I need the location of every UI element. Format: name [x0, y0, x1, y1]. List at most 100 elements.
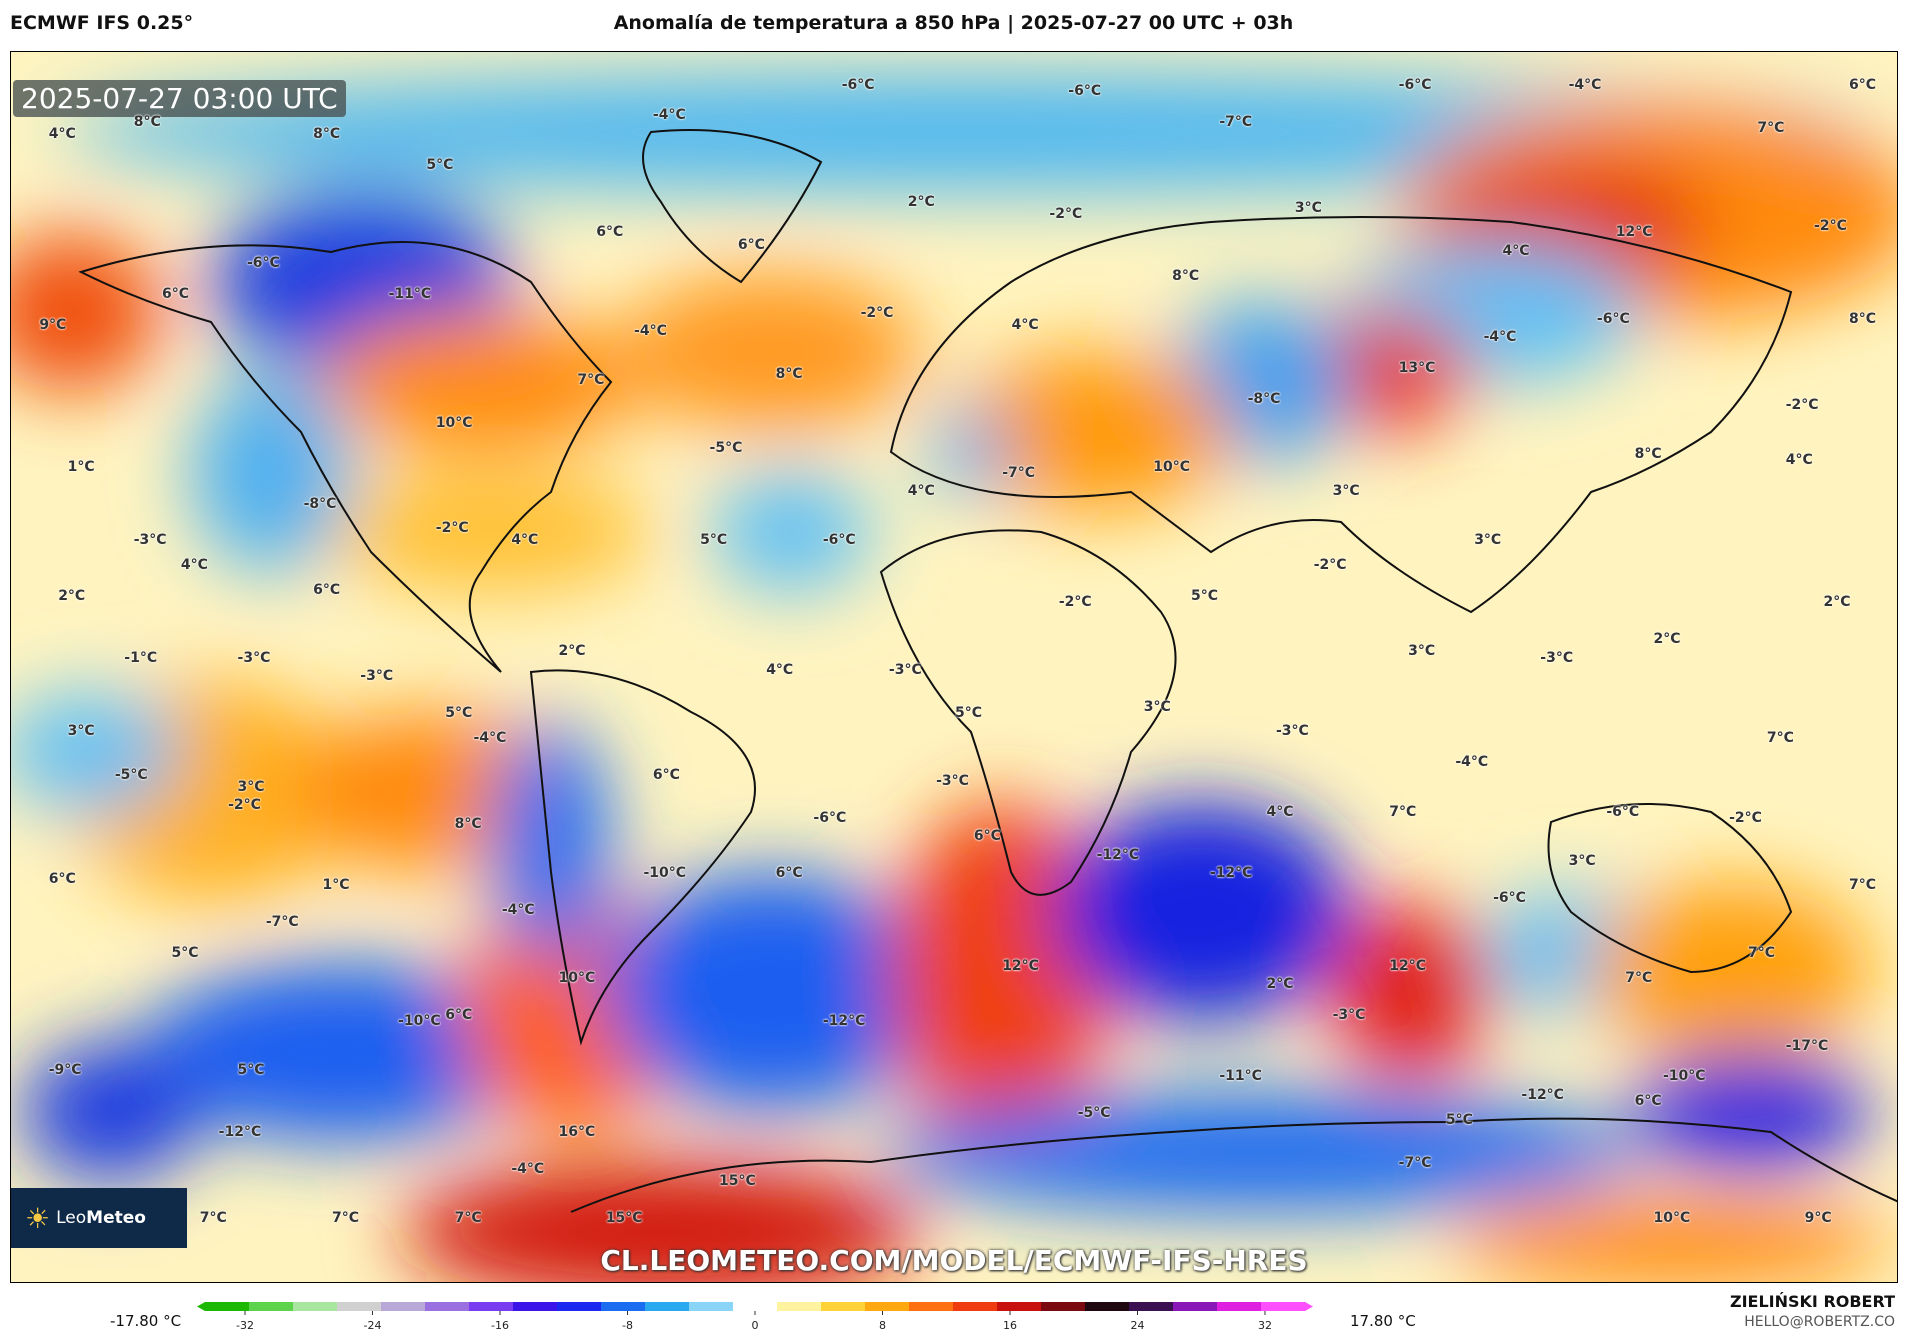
coastline-north-america — [78, 241, 613, 673]
temperature-label: 2°C — [1266, 976, 1294, 992]
coastline-africa — [879, 529, 1177, 896]
colorbar-swatch — [381, 1302, 426, 1311]
colorbar-tick-label: 24 — [1131, 1319, 1145, 1332]
temperature-label: 8°C — [1849, 310, 1877, 327]
temperature-label: 9°C — [1804, 1210, 1832, 1227]
colorbar-swatch — [1173, 1302, 1218, 1311]
temperature-label: 12°C — [1615, 224, 1653, 241]
temperature-label: 15°C — [719, 1173, 756, 1190]
temperature-label: 6°C — [1849, 76, 1877, 93]
temperature-label: 7°C — [1625, 969, 1653, 986]
coastline-antarctica — [570, 1117, 1897, 1213]
temperature-label: 8°C — [313, 125, 341, 142]
temperature-label: -10°C — [398, 1012, 441, 1029]
temperature-label: -2°C — [1049, 206, 1083, 222]
temperature-label: -6°C — [841, 76, 875, 93]
temperature-label: -10°C — [643, 865, 687, 882]
colorbar-swatch — [1129, 1302, 1174, 1311]
colorbar-swatch — [513, 1302, 558, 1311]
colorbar-swatch — [997, 1302, 1042, 1311]
temperature-label: -6°C — [813, 809, 847, 826]
temperature-label: -3°C — [237, 649, 271, 666]
temperature-label: 3°C — [1568, 852, 1596, 869]
temperature-label: -10°C — [1663, 1068, 1706, 1085]
temperature-label: -2°C — [228, 797, 261, 814]
temperature-label: 7°C — [199, 1210, 227, 1227]
temperature-label: 6°C — [596, 224, 624, 241]
temperature-label: 5°C — [1191, 587, 1219, 604]
colorbar-tick-label: 0 — [752, 1319, 759, 1332]
colorbar-tick-label: -24 — [364, 1319, 382, 1332]
temperature-label: -17°C — [1785, 1037, 1829, 1054]
colorbar-tick-label: -32 — [236, 1319, 254, 1332]
temperature-label: 6°C — [313, 581, 341, 598]
colorbar-tick-label: 16 — [1003, 1319, 1017, 1332]
colorbar-max-label: 17.80 °C — [1350, 1312, 1416, 1330]
temperature-label: 4°C — [1011, 316, 1039, 333]
temperature-label: -9°C — [48, 1062, 82, 1079]
temperature-label: -3°C — [936, 772, 969, 789]
temperature-label: 3°C — [1143, 698, 1171, 715]
temperature-label: 7°C — [331, 1210, 359, 1227]
colorbar-tick-label: 32 — [1258, 1319, 1272, 1332]
valid-time-badge: 2025-07-27 03:00 UTC — [13, 80, 346, 117]
temperature-label: 2°C — [907, 193, 935, 210]
temperature-label: 1°C — [322, 877, 350, 894]
temperature-label: 6°C — [973, 828, 1001, 845]
temperature-label: -5°C — [709, 440, 743, 457]
temperature-label: 12°C — [1389, 957, 1426, 974]
temperature-label: 5°C — [1445, 1111, 1473, 1128]
temperature-label: -2°C — [860, 304, 894, 321]
temperature-label: 2°C — [1653, 631, 1681, 648]
temperature-label: -4°C — [1568, 76, 1602, 93]
temperature-label: -6°C — [1493, 889, 1526, 906]
temperature-label: -12°C — [1209, 865, 1253, 882]
temperature-label: 6°C — [162, 286, 190, 303]
temperature-label: 5°C — [955, 704, 983, 721]
temperature-label: 9°C — [39, 316, 67, 333]
colorbar-swatch — [337, 1302, 382, 1311]
temperature-label: 4°C — [766, 661, 794, 678]
temperature-label: 6°C — [737, 236, 765, 253]
colorbar-tick-label: 8 — [879, 1319, 886, 1332]
temperature-label: -3°C — [888, 661, 922, 678]
temperature-label: -1°C — [124, 649, 158, 666]
author-email[interactable]: HELLO@ROBERTZ.CO — [1744, 1314, 1895, 1330]
colorbar-max-arrow — [1305, 1302, 1313, 1311]
author-name: ZIELIŃSKI ROBERT — [1729, 1292, 1895, 1311]
temperature-label: 4°C — [1502, 242, 1530, 259]
temperature-label: 8°C — [1172, 267, 1200, 284]
sun-icon: ☀ — [25, 1201, 51, 1235]
temperature-label: -6°C — [1398, 76, 1432, 93]
temperature-label: 5°C — [445, 704, 473, 721]
temperature-label: -5°C — [1077, 1105, 1111, 1122]
site-url-watermark[interactable]: CL.LEOMETEO.COM/MODEL/ECMWF-IFS-HRES — [600, 1244, 1308, 1277]
colorbar-swatch — [733, 1302, 778, 1311]
colorbar-swatch — [821, 1302, 866, 1311]
colorbar-swatch — [249, 1302, 294, 1311]
temperature-label: 6°C — [775, 865, 803, 882]
temperature-label: 7°C — [1389, 803, 1417, 820]
temperature-label: -4°C — [1483, 329, 1517, 346]
leometeo-logo[interactable]: ☀ LeoMeteo — [11, 1188, 187, 1248]
colorbar-swatch — [865, 1302, 910, 1311]
temperature-anomaly-map[interactable]: 2025-07-27 03:00 UTC 4°C 8°C 8°C 5°C -4°C -6°… — [10, 51, 1898, 1283]
temperature-label: -2°C — [1313, 557, 1347, 574]
coastline-south-america — [529, 669, 756, 1046]
temperature-label: 5°C — [700, 532, 728, 549]
temperature-label: -4°C — [473, 729, 507, 746]
temperature-label: -8°C — [1247, 390, 1281, 407]
colorbar-swatch — [293, 1302, 338, 1311]
colorbar-swatch — [689, 1302, 734, 1311]
temperature-label: 6°C — [1634, 1093, 1662, 1110]
colorbar-swatch — [777, 1302, 822, 1311]
temperature-label: 4°C — [1785, 452, 1813, 469]
temperature-label: 5°C — [237, 1062, 265, 1079]
temperature-label: 5°C — [426, 156, 454, 173]
colorbar-tick-label: -8 — [622, 1319, 633, 1332]
anomaly-field — [11, 52, 1897, 1282]
coastline-greenland — [642, 129, 823, 284]
temperature-label: 5°C — [171, 945, 199, 962]
model-name: ECMWF IFS 0.25° — [10, 12, 194, 34]
temperature-label: -6°C — [822, 532, 856, 549]
